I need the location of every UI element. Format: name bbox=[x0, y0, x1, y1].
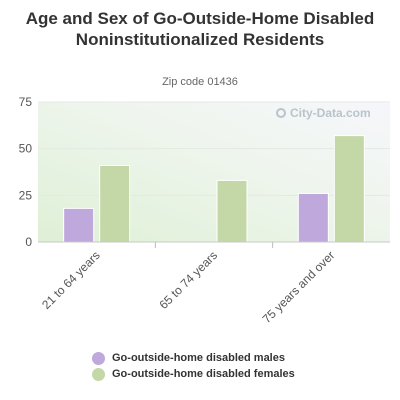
x-tick-label: 21 to 64 years bbox=[39, 248, 103, 312]
plot-background bbox=[38, 102, 390, 242]
legend-swatch-females bbox=[92, 367, 105, 381]
chart-title: Age and Sex of Go-Outside-Home Disabled … bbox=[25, 9, 375, 49]
x-tick-label: 75 years and over bbox=[260, 248, 338, 326]
watermark-text: City-Data.com bbox=[290, 106, 371, 120]
bar-males-2 bbox=[297, 192, 329, 243]
y-tick-label: 50 bbox=[19, 142, 33, 156]
bar-females-1 bbox=[216, 179, 248, 243]
legend-label-females: Go-outside-home disabled females bbox=[112, 368, 295, 380]
legend-item-females: Go-outside-home disabled females bbox=[92, 366, 295, 382]
x-tick-label: 65 to 74 years bbox=[156, 248, 220, 312]
chart-subtitle: Zip code 01436 bbox=[162, 76, 238, 88]
bar-males-0 bbox=[63, 207, 95, 243]
legend-swatch-males bbox=[92, 351, 105, 365]
bar-females-2 bbox=[333, 135, 365, 243]
y-tick-label: 75 bbox=[19, 95, 33, 109]
y-tick-label: 25 bbox=[19, 188, 33, 202]
legend: Go-outside-home disabled males Go-outsid… bbox=[92, 350, 295, 382]
legend-item-males: Go-outside-home disabled males bbox=[92, 350, 295, 366]
watermark: City-Data.com bbox=[276, 106, 371, 120]
watermark-icon bbox=[276, 108, 286, 118]
y-tick-label: 0 bbox=[25, 235, 32, 249]
bar-females-0 bbox=[99, 164, 131, 243]
legend-label-males: Go-outside-home disabled males bbox=[112, 352, 285, 364]
